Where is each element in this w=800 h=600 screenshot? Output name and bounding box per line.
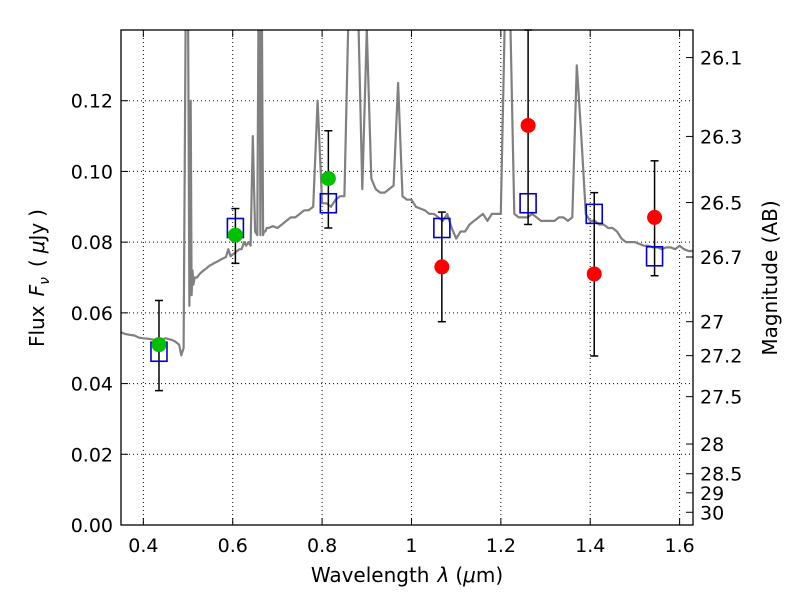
- y-tick-label: 0.10: [71, 161, 113, 183]
- magnitude-tick-label: 28.5: [700, 464, 742, 486]
- y-tick-label: 0.08: [71, 232, 113, 254]
- green-point-marker: [151, 337, 167, 353]
- magnitude-tick-label: 26.7: [700, 247, 742, 269]
- y-axis-title: Flux Fν ( μJy): [25, 209, 53, 347]
- x-axis-symbol: λ: [436, 563, 449, 587]
- x-tick-label: 0.6: [218, 535, 248, 557]
- x-axis-label: Wavelength: [311, 563, 430, 587]
- x-tick-label: 0.8: [307, 535, 337, 557]
- y-tick-label: 0.12: [71, 91, 113, 113]
- x-tick-label: 1.6: [664, 535, 694, 557]
- magnitude-axis-title: Magnitude (AB): [758, 200, 782, 355]
- red-point-marker: [434, 259, 450, 275]
- y-tick-label: 0.06: [71, 303, 113, 325]
- x-tick-label: 0.4: [128, 535, 158, 557]
- red-point-marker: [586, 266, 602, 282]
- model-square-marker: [645, 245, 664, 267]
- model-square-marker: [585, 203, 604, 225]
- markers: [150, 117, 664, 363]
- magnitude-tick-label: 26.5: [700, 193, 742, 215]
- x-axis-unit-rest: m): [476, 563, 503, 587]
- template-spectrum-line: [121, 30, 693, 357]
- x-tick-label: 1.2: [486, 535, 516, 557]
- y-axis-label: Flux: [25, 305, 49, 347]
- plot-frame: [120, 29, 694, 526]
- magnitude-tick-label: 28: [700, 434, 724, 456]
- green-point-marker: [320, 171, 336, 186]
- y-tick-label: 0.00: [71, 515, 113, 537]
- x-tick-label: 1.4: [575, 535, 605, 557]
- y-axis-unit-rest: Jy: [25, 223, 49, 243]
- magnitude-tick-label: 26.3: [700, 126, 742, 148]
- magnitude-tick-label: 27: [700, 312, 724, 334]
- green-point-marker: [227, 227, 243, 243]
- x-axis-unit-mu: μ: [462, 563, 476, 587]
- magnitude-tick-label: 27.5: [700, 387, 742, 409]
- x-tick-label: 1: [405, 535, 417, 557]
- y-axis-unit-mu: μ: [25, 241, 49, 255]
- y-axis-unit-close: ): [25, 209, 49, 217]
- x-axis-title: Wavelength λ (μm): [311, 563, 503, 587]
- plot-area: [121, 30, 693, 357]
- magnitude-tick-label: 29: [700, 483, 724, 505]
- red-point-marker: [647, 209, 663, 225]
- magnitude-tick-label: 26.1: [700, 48, 742, 70]
- y-tick-label: 0.04: [71, 374, 113, 396]
- y-tick-label: 0.02: [71, 444, 113, 466]
- x-axis-unit-open: (: [455, 563, 463, 587]
- model-square-marker: [319, 192, 338, 214]
- magnitude-tick-label: 27.2: [700, 346, 742, 368]
- y-axis-symbol-subscript: ν: [37, 277, 53, 285]
- axes: 0.4 0.6 0.8 1 1.2 1.4 1.6 0.00 0.02 0.04 0.06 0.08 0…: [71, 30, 742, 557]
- y-axis-unit-open: (: [25, 259, 49, 267]
- magnitude-tick-label: 30: [700, 502, 724, 524]
- y-axis-symbol: F: [25, 284, 49, 296]
- red-point-marker: [520, 117, 536, 133]
- model-square-marker: [519, 192, 537, 214]
- model-square-marker: [433, 217, 451, 239]
